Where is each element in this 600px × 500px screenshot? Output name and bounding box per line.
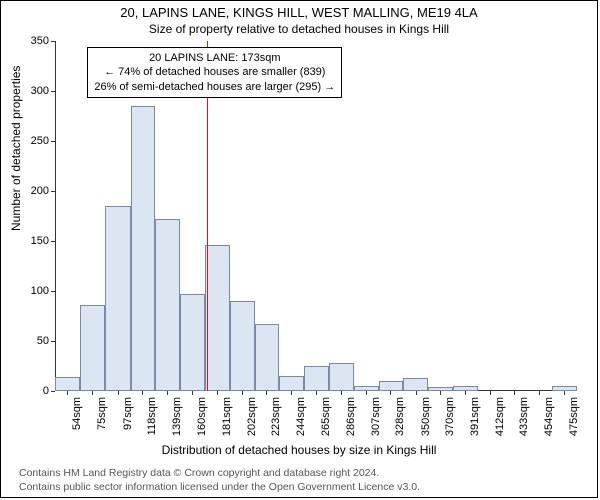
xtick-label: 412sqm [494, 397, 506, 436]
annotation-box: 20 LAPINS LANE: 173sqm ← 74% of detached… [87, 47, 342, 98]
xtick-mark [539, 391, 540, 395]
xtick-mark [390, 391, 391, 395]
xtick-mark [167, 391, 168, 395]
x-axis-label: Distribution of detached houses by size … [1, 443, 597, 457]
annotation-line-1: 20 LAPINS LANE: 173sqm [94, 51, 335, 65]
xtick-label: 54sqm [71, 397, 83, 430]
xtick-mark [192, 391, 193, 395]
xtick-mark [440, 391, 441, 395]
xtick-label: 454sqm [543, 397, 555, 436]
ytick-mark [51, 41, 55, 42]
ytick-label: 100 [9, 285, 49, 297]
xtick-mark [514, 391, 515, 395]
xtick-label: 160sqm [196, 397, 208, 436]
histogram-bar [230, 301, 255, 391]
ytick-label: 250 [9, 135, 49, 147]
xtick-mark [142, 391, 143, 395]
xtick-mark [366, 391, 367, 395]
y-axis [55, 41, 56, 391]
xtick-label: 475sqm [568, 397, 580, 436]
xtick-label: 350sqm [420, 397, 432, 436]
annotation-line-2: ← 74% of detached houses are smaller (83… [94, 65, 335, 79]
histogram-bar [80, 305, 105, 391]
xtick-label: 328sqm [394, 397, 406, 436]
annotation-line-3: 26% of semi-detached houses are larger (… [94, 80, 335, 94]
xtick-label: 307sqm [370, 397, 382, 436]
xtick-label: 391sqm [469, 397, 481, 436]
ytick-mark [51, 241, 55, 242]
histogram-bar [379, 381, 404, 391]
xtick-label: 202sqm [246, 397, 258, 436]
histogram-bar [155, 219, 180, 391]
xtick-mark [316, 391, 317, 395]
xtick-mark [416, 391, 417, 395]
xtick-label: 265sqm [320, 397, 332, 436]
ytick-label: 200 [9, 185, 49, 197]
ytick-mark [51, 191, 55, 192]
histogram-bar [403, 378, 428, 391]
ytick-label: 0 [9, 385, 49, 397]
xtick-label: 223sqm [270, 397, 282, 436]
chart-title-sub: Size of property relative to detached ho… [1, 22, 597, 36]
ytick-mark [51, 91, 55, 92]
histogram-bar [180, 294, 205, 391]
xtick-label: 118sqm [146, 397, 158, 435]
xtick-mark [67, 391, 68, 395]
xtick-label: 286sqm [345, 397, 357, 436]
footer-copyright-1: Contains HM Land Registry data © Crown c… [19, 467, 379, 479]
ytick-label: 300 [9, 85, 49, 97]
xtick-mark [92, 391, 93, 395]
plot-area: 050100150200250300350 54sqm75sqm97sqm118… [55, 41, 577, 391]
xtick-label: 370sqm [444, 397, 456, 436]
xtick-mark [242, 391, 243, 395]
xtick-mark [217, 391, 218, 395]
xtick-mark [564, 391, 565, 395]
xtick-mark [118, 391, 119, 395]
xtick-label: 139sqm [171, 397, 183, 436]
ytick-label: 350 [9, 35, 49, 47]
ytick-mark [51, 341, 55, 342]
xtick-label: 433sqm [518, 397, 530, 436]
ytick-label: 50 [9, 335, 49, 347]
ytick-mark [51, 141, 55, 142]
histogram-bar [55, 377, 80, 391]
histogram-bar [304, 366, 329, 391]
chart-title-main: 20, LAPINS LANE, KINGS HILL, WEST MALLIN… [1, 5, 597, 20]
xtick-label: 181sqm [221, 397, 233, 436]
xtick-label: 97sqm [122, 397, 134, 430]
xtick-mark [291, 391, 292, 395]
ytick-mark [51, 291, 55, 292]
histogram-bar [329, 363, 354, 391]
xtick-mark [266, 391, 267, 395]
xtick-mark [490, 391, 491, 395]
xtick-label: 75sqm [96, 397, 108, 430]
histogram-bar [255, 324, 280, 391]
footer-copyright-2: Contains public sector information licen… [19, 481, 420, 493]
xtick-label: 244sqm [295, 397, 307, 436]
histogram-bar [205, 245, 230, 391]
xtick-mark [341, 391, 342, 395]
ytick-mark [51, 391, 55, 392]
histogram-bar [279, 376, 304, 391]
histogram-bar [105, 206, 131, 391]
chart-frame: { "title_line1": "20, LAPINS LANE, KINGS… [0, 0, 598, 498]
histogram-bar [131, 106, 156, 391]
ytick-label: 150 [9, 235, 49, 247]
xtick-mark [465, 391, 466, 395]
